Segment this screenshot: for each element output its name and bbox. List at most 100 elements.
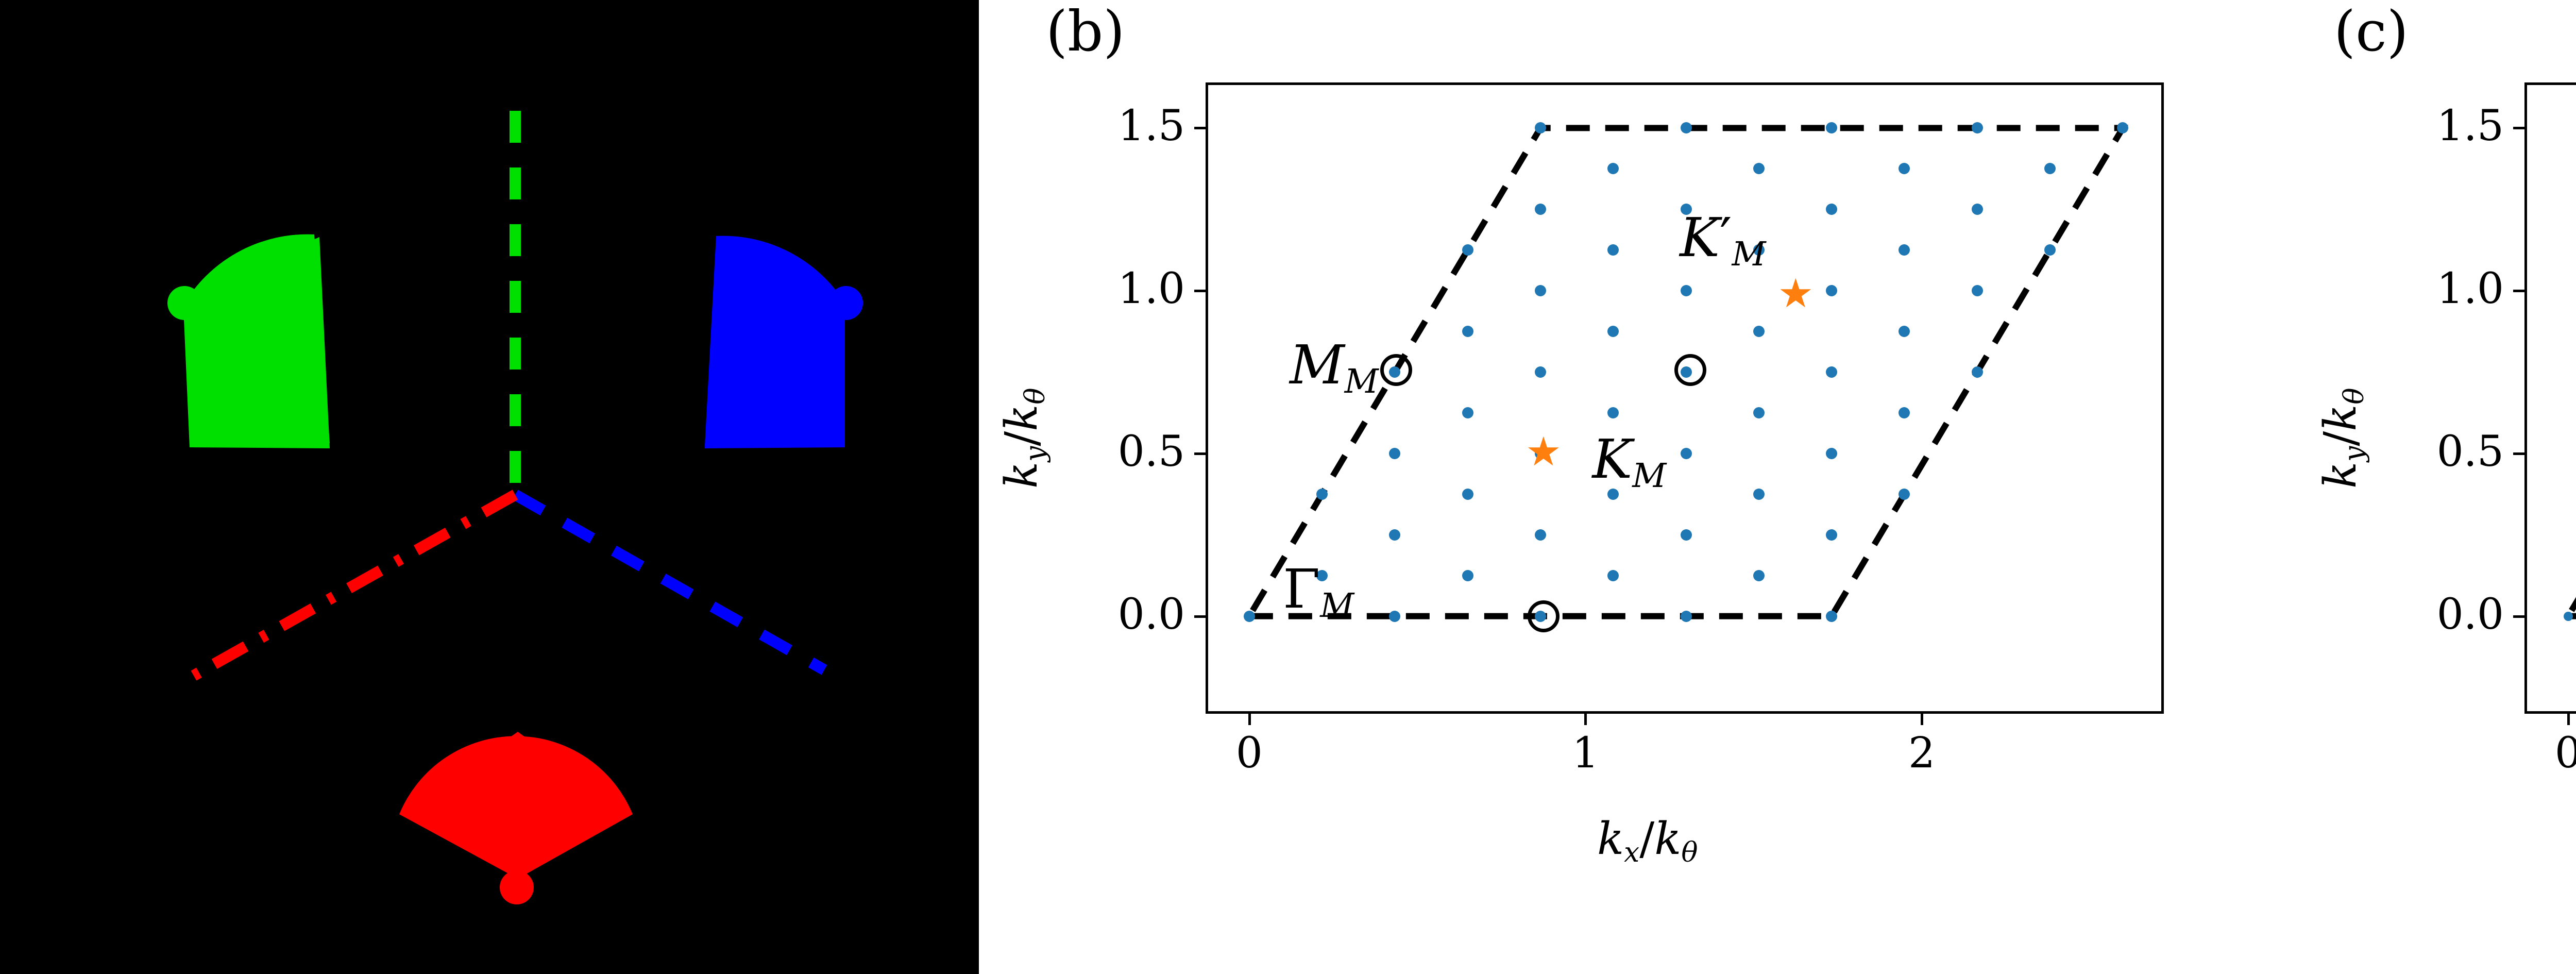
- panel-c-plot-area: [2524, 82, 2576, 714]
- moire-lattice-site: [1971, 122, 1983, 134]
- moire-lattice-site: [1899, 407, 1910, 418]
- moire-lattice-site: [2044, 244, 2056, 256]
- moire-lattice-site: [1535, 366, 1547, 378]
- moire-lattice-site: [1899, 244, 1910, 256]
- y-tick-label: 0.5: [1117, 427, 1185, 476]
- moire-lattice-site: [1971, 204, 1983, 215]
- moire-lattice-site: [1826, 285, 1838, 297]
- y-tick-label: 1.0: [2436, 264, 2504, 314]
- moire-lattice-site: [1753, 569, 1765, 581]
- panel-a-3d-axes-illustration: [0, 0, 979, 974]
- y-axis-label: ky/kθ: [996, 388, 1051, 489]
- m-m-circle: [1380, 354, 1413, 386]
- x-axis-label: kx/kθ: [1597, 813, 1698, 868]
- moire-lattice-site: [1462, 488, 1473, 500]
- moire-lattice-site: [1680, 122, 1692, 134]
- panel-c-letter: (c): [2334, 0, 2409, 64]
- moire-lattice-site: [1971, 285, 1983, 297]
- x-tick-label: 1: [1572, 729, 1599, 778]
- moire-lattice-site: [1680, 285, 1692, 297]
- moire-lattice-site: [1535, 204, 1547, 215]
- moire-lattice-site: [1971, 366, 1983, 378]
- red-sector-pivot-dot: [500, 870, 534, 904]
- y-tick-mark: [1194, 452, 1206, 455]
- k-m-label: KM: [1592, 432, 1667, 493]
- red-axis-line: [182, 490, 518, 685]
- moire-lattice-site: [1680, 447, 1692, 459]
- green-sector-body: [183, 237, 330, 448]
- moire-lattice-site: [1680, 204, 1692, 215]
- moire-lattice-site: [1607, 244, 1619, 256]
- hs-point-letter: M: [1290, 333, 1345, 396]
- moire-lattice-site: [1826, 122, 1838, 134]
- x-tick-mark: [1921, 714, 1924, 725]
- y-tick-mark: [1194, 290, 1206, 293]
- x-tick-label: 2: [1908, 729, 1936, 778]
- blue-sector: [705, 236, 845, 446]
- panel-b-letter: (b): [1046, 0, 1125, 64]
- y-tick-label: 1.5: [2436, 102, 2504, 151]
- moire-lattice-site: [1535, 529, 1547, 541]
- hs-point-subscript: M: [1344, 362, 1379, 401]
- moire-lattice-site: [1389, 447, 1401, 459]
- moire-lattice-site: [2117, 122, 2129, 134]
- y-tick-mark: [2513, 127, 2524, 130]
- k-prime-m-label: K′M: [1680, 211, 1766, 272]
- moire-lattice-site: [1826, 529, 1838, 541]
- y-tick-mark: [1194, 127, 1206, 130]
- moire-lattice-site: [1389, 529, 1401, 541]
- x-tick-label: 0: [1235, 729, 1263, 778]
- k-prime-m-star: ★: [1777, 271, 1814, 317]
- panel-b: (b) ★ ★ ΓM KM K′M MM 0 1 2 0.0 0.5 1.0 1.5 kx/kθ ky/kθ: [979, 0, 2241, 974]
- moire-lattice-site: [1462, 569, 1473, 581]
- moire-lattice-site: [1389, 610, 1401, 622]
- mid-circle: [1674, 354, 1707, 386]
- moire-lattice-site: [1607, 326, 1619, 338]
- moire-lattice-site: [1899, 163, 1910, 175]
- m-m-label: MM: [1290, 338, 1379, 399]
- y-tick-label: 0.5: [2436, 427, 2504, 476]
- y-tick-mark: [2513, 290, 2524, 293]
- moire-lattice-site: [1753, 163, 1765, 175]
- moire-lattice-site: [1462, 326, 1473, 338]
- moire-lattice-site: [1316, 488, 1328, 500]
- gamma-m-label: ΓM: [1283, 562, 1354, 623]
- moire-lattice-site: [1826, 204, 1838, 215]
- moire-lattice-site: [1607, 488, 1619, 500]
- panel-b-plot-area: [1206, 82, 2164, 714]
- bottom-circle: [1527, 600, 1560, 632]
- moire-lattice-site: [1535, 285, 1547, 297]
- moire-lattice-site: [1826, 366, 1838, 378]
- y-tick-label: 0.0: [1117, 590, 1185, 639]
- x-tick-mark: [1248, 714, 1251, 725]
- moire-lattice-site: [1753, 407, 1765, 418]
- panel-a-svg: [167, 111, 863, 904]
- y-tick-label: 0.0: [2436, 590, 2504, 639]
- moire-lattice-site: [1753, 326, 1765, 338]
- hs-point-letter: Γ: [1283, 558, 1320, 621]
- y-tick-mark: [1194, 615, 1206, 618]
- x-tick-mark: [2567, 714, 2570, 725]
- y-tick-label: 1.0: [1117, 264, 1185, 314]
- y-axis-label: ky/kθ: [2315, 388, 2370, 489]
- blue-sector-pivot-dot: [829, 286, 863, 320]
- y-tick-mark: [2513, 452, 2524, 455]
- blue-axis-line: [512, 490, 827, 675]
- hs-point-letter: K: [1680, 206, 1720, 270]
- bz-boundary: [2563, 597, 2576, 619]
- red-sector-body: [399, 732, 633, 879]
- moire-lattice-site: [1607, 163, 1619, 175]
- moire-lattice-site: [1607, 407, 1619, 418]
- moire-lattice-site: [1899, 488, 1910, 500]
- moire-lattice-site: [1316, 569, 1328, 581]
- moire-lattice-site: [1607, 569, 1619, 581]
- moire-lattice-site: [1462, 407, 1473, 418]
- moire-lattice-site: [1826, 447, 1838, 459]
- k-m-star: ★: [1525, 428, 1562, 475]
- green-sector-pivot-dot: [167, 286, 201, 320]
- prime-mark: ′: [1719, 206, 1732, 270]
- x-tick-label: 0: [2554, 729, 2576, 778]
- moire-lattice-site: [2563, 611, 2573, 621]
- moire-lattice-site: [2044, 163, 2056, 175]
